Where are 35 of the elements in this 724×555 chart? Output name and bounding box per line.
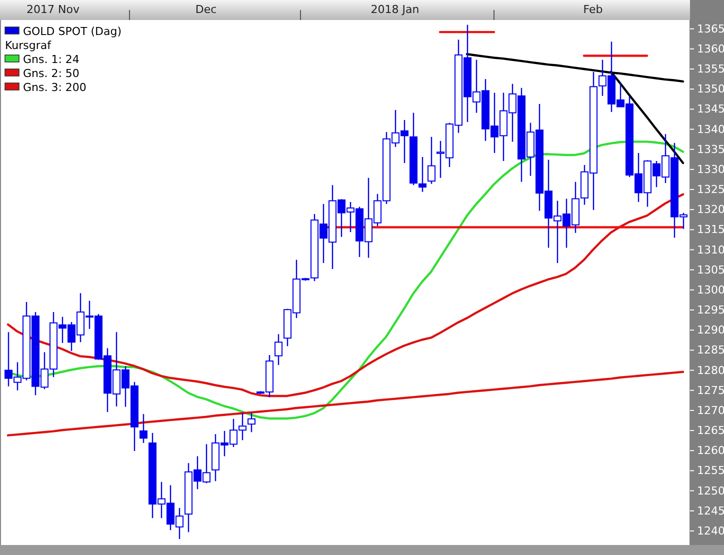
y-tick-label: 1330	[697, 162, 724, 176]
y-tick-label: 1345	[697, 102, 724, 116]
legend-label: Gns. 3: 200	[23, 81, 86, 94]
y-tick-label: 1270	[697, 404, 724, 417]
legend-label: Gns. 2: 50	[23, 67, 80, 80]
y-tick-label: 1250	[697, 484, 724, 498]
y-tick-label: 1355	[697, 62, 724, 76]
y-tick-label: 1310	[697, 243, 724, 256]
y-tick-label: 1245	[697, 504, 724, 518]
y-tick-label: 1280	[697, 364, 724, 377]
y-tick-label: 1275	[697, 384, 724, 397]
y-tick-label: 1285	[697, 344, 724, 357]
y-tick-label: 1240	[697, 524, 724, 538]
y-tick-label: 1265	[697, 424, 724, 438]
y-tick-label: 1315	[697, 223, 724, 236]
y-tick-label: 1360	[697, 42, 724, 56]
x-tick-label: Dec	[195, 3, 217, 16]
x-tick-label: Feb	[583, 3, 603, 16]
x-tick-label: 2017 Nov	[26, 3, 80, 16]
y-tick-label: 1365	[697, 22, 724, 36]
y-tick-label: 1320	[697, 203, 724, 216]
legend-title: Kursgraf	[5, 39, 52, 52]
y-tick-label: 1295	[697, 304, 724, 317]
y-tick-label: 1290	[697, 324, 724, 337]
y-tick-label: 1260	[697, 444, 724, 458]
y-tick-label: 1300	[697, 283, 724, 296]
y-tick-label: 1350	[697, 82, 724, 96]
y-tick-label: 1305	[697, 263, 724, 276]
y-tick-label: 1335	[697, 142, 724, 156]
y-tick-label: 1255	[697, 464, 724, 478]
y-tick-label: 1325	[697, 183, 724, 196]
y-tick-label: 1340	[697, 122, 724, 136]
x-tick-label: 2018 Jan	[370, 3, 420, 16]
legend-label: Gns. 1: 24	[23, 53, 80, 66]
legend-label: GOLD SPOT (Dag)	[23, 25, 122, 38]
